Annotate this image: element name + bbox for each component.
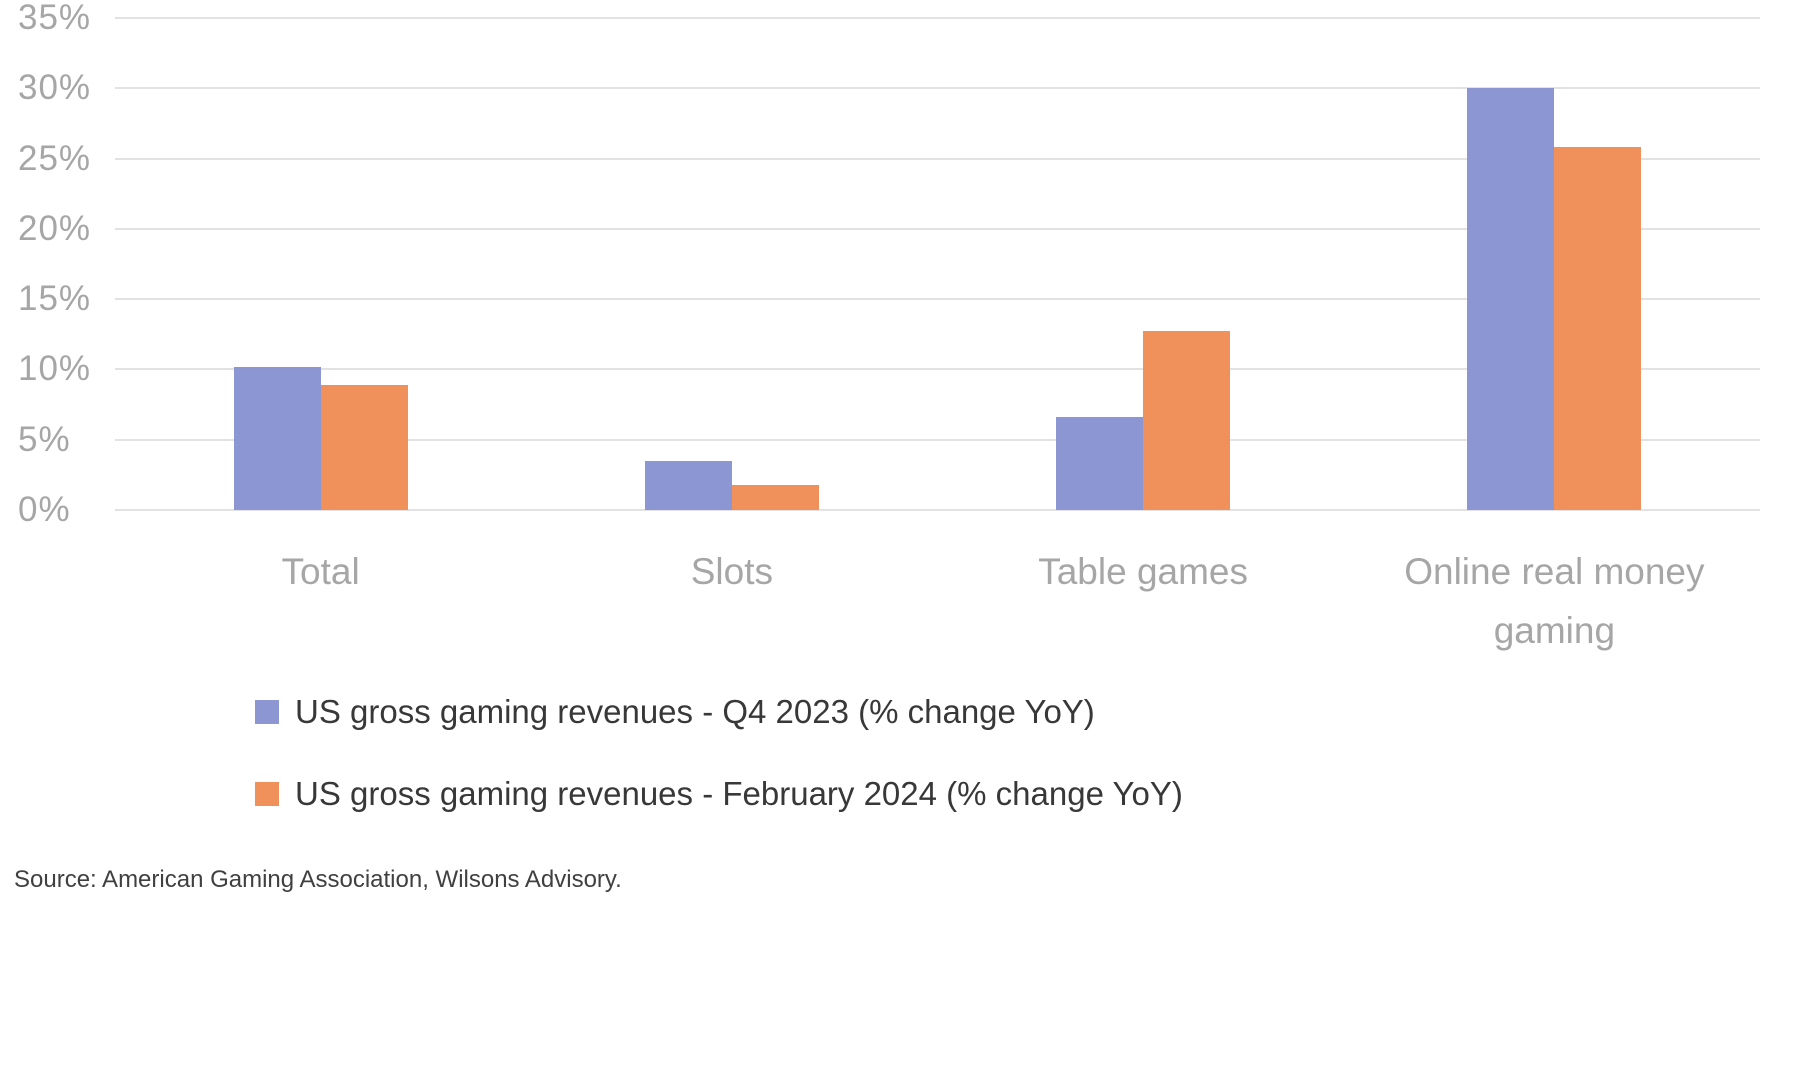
bar-series-1 bbox=[1056, 417, 1144, 510]
gridline bbox=[115, 368, 1760, 371]
bar-group-slots bbox=[526, 18, 937, 510]
x-tick-label: Online real money gaming bbox=[1349, 542, 1760, 660]
legend-item-2: US gross gaming revenues - February 2024… bbox=[255, 775, 1183, 813]
gridline bbox=[115, 298, 1760, 301]
bar-series-2 bbox=[1554, 147, 1642, 510]
legend-marker-icon bbox=[255, 782, 279, 806]
bar-group-online-real-money-gaming bbox=[1349, 18, 1760, 510]
bar-group-total bbox=[115, 18, 526, 510]
y-tick-label: 20% bbox=[18, 208, 92, 248]
legend-label: US gross gaming revenues - February 2024… bbox=[295, 775, 1183, 812]
bar-series-1 bbox=[233, 366, 321, 510]
y-tick-label: 25% bbox=[18, 138, 92, 178]
y-tick-label: 0% bbox=[18, 490, 71, 529]
bar-series-1 bbox=[644, 460, 732, 510]
legend-item-1: US gross gaming revenues - Q4 2023 (% ch… bbox=[255, 693, 1183, 731]
gridline bbox=[115, 227, 1760, 230]
gridline bbox=[115, 87, 1760, 90]
gridline bbox=[115, 17, 1760, 19]
bar-series-2 bbox=[1143, 331, 1231, 510]
x-tick-label: Slots bbox=[526, 542, 937, 660]
legend-label: US gross gaming revenues - Q4 2023 (% ch… bbox=[295, 693, 1095, 730]
y-axis-labels: 0% 5% 10% 15% 20% 25% 30% 35% bbox=[18, 0, 110, 529]
gridline bbox=[115, 509, 1760, 511]
y-tick-label: 35% bbox=[18, 0, 92, 37]
x-axis-labels: Total Slots Table games Online real money g… bbox=[115, 542, 1760, 660]
gridline bbox=[115, 157, 1760, 160]
y-tick-label: 30% bbox=[18, 68, 92, 108]
legend-marker-icon bbox=[255, 700, 279, 724]
x-tick-label-text: Slots bbox=[690, 551, 773, 592]
x-tick-label-text: Table games bbox=[1038, 551, 1249, 592]
x-tick-label: Total bbox=[115, 542, 526, 660]
bar-group-table-games bbox=[938, 18, 1349, 510]
y-tick-label: 5% bbox=[18, 419, 71, 459]
bar-series-2 bbox=[320, 384, 408, 510]
y-tick-label: 10% bbox=[18, 349, 92, 389]
x-tick-label-text: Online real money gaming bbox=[1404, 551, 1705, 652]
source-note: Source: American Gaming Association, Wil… bbox=[14, 866, 622, 893]
y-tick-label: 15% bbox=[18, 279, 92, 319]
gridline bbox=[115, 438, 1760, 441]
x-tick-label-text: Total bbox=[281, 551, 360, 592]
plot-area bbox=[115, 17, 1760, 511]
bar-series-1 bbox=[1467, 88, 1555, 510]
x-tick-label: Table games bbox=[938, 542, 1349, 660]
legend: US gross gaming revenues - Q4 2023 (% ch… bbox=[255, 693, 1183, 813]
bars bbox=[115, 18, 1760, 510]
bar-series-2 bbox=[731, 484, 819, 510]
